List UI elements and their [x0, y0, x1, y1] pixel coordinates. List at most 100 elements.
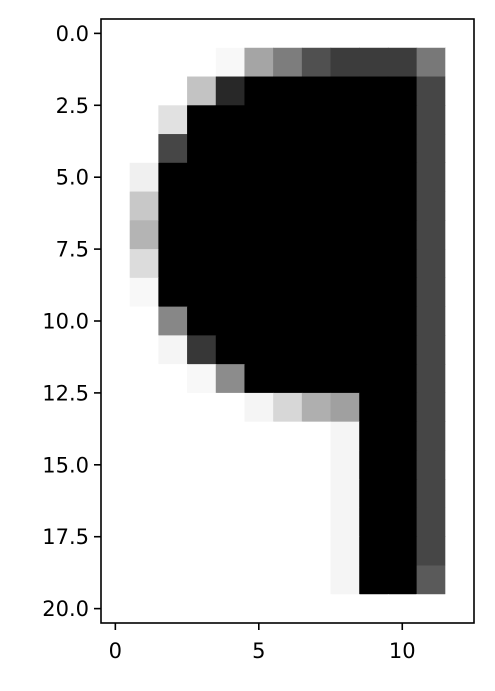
heatmap-cell: [359, 220, 389, 250]
heatmap-cell: [445, 565, 475, 595]
heatmap-cell: [101, 479, 131, 509]
heatmap-cell: [387, 19, 418, 49]
heatmap-cell: [215, 277, 246, 308]
heatmap-cell: [301, 220, 332, 250]
heatmap-cell: [301, 364, 332, 394]
heatmap-cell: [187, 76, 217, 106]
heatmap-cell: [129, 249, 159, 279]
heatmap-cell: [215, 191, 246, 221]
heatmap-cell: [187, 565, 217, 595]
y-tick-label: 7.5: [56, 238, 89, 262]
heatmap-cell: [101, 392, 131, 423]
heatmap-cell: [359, 19, 389, 49]
heatmap-cell: [101, 134, 131, 164]
y-tick-label: 0.0: [56, 22, 89, 46]
heatmap-cells: [101, 19, 475, 624]
heatmap-cell: [129, 536, 159, 567]
heatmap-cell: [445, 536, 475, 567]
heatmap-cell: [244, 76, 274, 106]
heatmap-cell: [101, 249, 131, 279]
heatmap-cell: [387, 47, 418, 78]
heatmap-cell: [445, 105, 475, 135]
heatmap-cell: [445, 450, 475, 480]
heatmap-cell: [187, 19, 217, 49]
y-tick-label: 5.0: [56, 166, 89, 190]
heatmap-cell: [301, 565, 332, 595]
heatmap-cell: [215, 392, 246, 423]
heatmap-cell: [445, 76, 475, 106]
heatmap-cell: [101, 364, 131, 394]
heatmap-cell: [330, 335, 360, 365]
heatmap-cell: [387, 335, 418, 365]
heatmap-cell: [101, 19, 131, 49]
heatmap-cell: [301, 249, 332, 279]
heatmap-cell: [416, 421, 446, 452]
x-tick-label: 10: [389, 639, 416, 663]
heatmap-cell: [301, 392, 332, 423]
heatmap-cell: [359, 76, 389, 106]
heatmap-cell: [158, 47, 188, 78]
heatmap-cell: [129, 277, 159, 308]
heatmap-cell: [244, 392, 274, 423]
heatmap-cell: [359, 450, 389, 480]
heatmap-cell: [244, 421, 274, 452]
heatmap-cell: [301, 134, 332, 164]
heatmap-cell: [129, 306, 159, 336]
y-tick-label: 15.0: [42, 453, 89, 477]
heatmap-cell: [187, 134, 217, 164]
heatmap-cell: [215, 19, 246, 49]
heatmap-cell: [359, 162, 389, 193]
heatmap-cell: [330, 450, 360, 480]
heatmap-cell: [158, 479, 188, 509]
heatmap-cell: [359, 364, 389, 394]
heatmap-cell: [273, 479, 303, 509]
heatmap-cell: [129, 594, 159, 624]
heatmap-cell: [301, 450, 332, 480]
heatmap-cell: [273, 19, 303, 49]
heatmap-cell: [387, 392, 418, 423]
heatmap-cell: [330, 47, 360, 78]
heatmap-cell: [359, 277, 389, 308]
heatmap-cell: [215, 162, 246, 193]
heatmap-cell: [359, 105, 389, 135]
heatmap-cell: [359, 249, 389, 279]
heatmap-cell: [158, 19, 188, 49]
heatmap-cell: [301, 536, 332, 567]
heatmap-cell: [215, 335, 246, 365]
heatmap-cell: [244, 594, 274, 624]
heatmap-cell: [273, 536, 303, 567]
heatmap-cell: [387, 536, 418, 567]
heatmap-cell: [215, 536, 246, 567]
heatmap-cell: [129, 335, 159, 365]
heatmap-cell: [359, 306, 389, 336]
heatmap-cell: [244, 105, 274, 135]
heatmap-cell: [330, 507, 360, 538]
heatmap-cell: [445, 19, 475, 49]
heatmap-cell: [445, 191, 475, 221]
heatmap-cell: [330, 364, 360, 394]
heatmap-cell: [129, 76, 159, 106]
heatmap-cell: [215, 47, 246, 78]
heatmap-cell: [215, 507, 246, 538]
heatmap-cell: [158, 134, 188, 164]
heatmap-cell: [416, 249, 446, 279]
heatmap-cell: [330, 220, 360, 250]
x-tick-label: 5: [252, 639, 265, 663]
heatmap-cell: [244, 162, 274, 193]
heatmap-cell: [359, 47, 389, 78]
heatmap-cell: [129, 191, 159, 221]
heatmap-cell: [387, 76, 418, 106]
heatmap-cell: [129, 105, 159, 135]
heatmap-cell: [215, 364, 246, 394]
heatmap-cell: [273, 565, 303, 595]
heatmap-cell: [129, 364, 159, 394]
heatmap-cell: [187, 162, 217, 193]
heatmap-cell: [273, 162, 303, 193]
heatmap-cell: [187, 306, 217, 336]
heatmap-cell: [101, 536, 131, 567]
heatmap-cell: [330, 76, 360, 106]
heatmap-cell: [445, 249, 475, 279]
heatmap-cell: [158, 162, 188, 193]
heatmap-cell: [101, 306, 131, 336]
heatmap-cell: [301, 421, 332, 452]
